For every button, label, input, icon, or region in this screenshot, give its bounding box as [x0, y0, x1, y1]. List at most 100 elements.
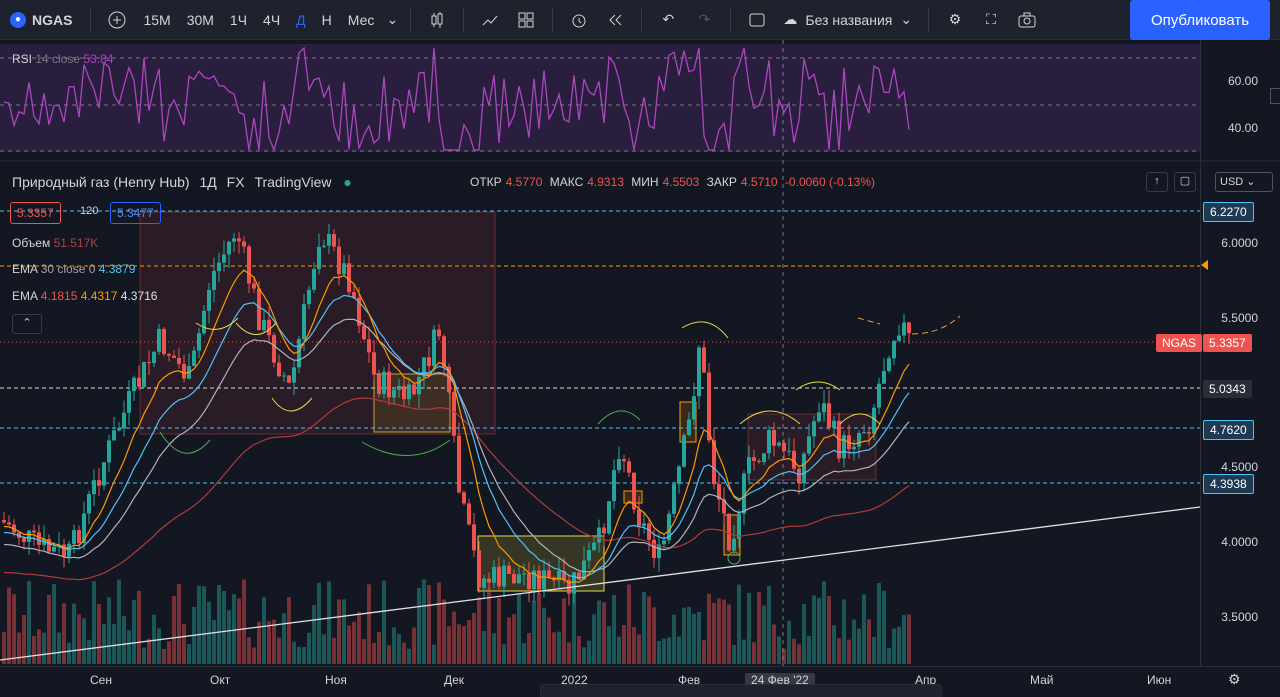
candle-body	[522, 573, 526, 575]
volume-bar	[872, 636, 876, 664]
gear-icon[interactable]: ⚙	[1228, 671, 1241, 687]
candle-body	[527, 573, 531, 590]
volume-bar	[217, 584, 221, 664]
candle-body	[787, 450, 791, 452]
fullscreen-icon[interactable]: ⛶	[986, 11, 996, 27]
layout-icon[interactable]	[739, 0, 775, 40]
volume-bar	[7, 587, 11, 664]
candle-body	[192, 350, 196, 366]
candle-body	[342, 263, 346, 275]
templates-icon[interactable]	[508, 0, 544, 40]
arc-annotation	[839, 413, 881, 425]
volume-bar	[422, 579, 426, 664]
volume-bar	[382, 580, 386, 664]
candle-body	[752, 457, 756, 461]
volume-bar	[317, 582, 321, 664]
volume-bar	[737, 584, 741, 664]
volume-bar	[837, 638, 841, 664]
time-axis[interactable]: Сен Окт Ноя Дек 2022 Фев 24 Фев '22 Апр …	[0, 666, 1280, 696]
ema30-legend[interactable]: EMA 30 close 0 4.3879	[12, 262, 135, 276]
volume-bar	[442, 599, 446, 664]
undo-icon[interactable]: ↶	[662, 11, 675, 27]
collapse-legend-button[interactable]: ⌃	[12, 314, 42, 334]
compare-add-icon[interactable]	[99, 0, 135, 40]
scroll-handle[interactable]	[1270, 88, 1280, 104]
candle-body	[617, 459, 621, 471]
layout-name-button[interactable]: ☁ Без названия ⌄	[775, 0, 920, 40]
candle-body	[457, 435, 461, 493]
volume-bar	[117, 579, 121, 664]
gear-icon[interactable]: ⚙	[948, 11, 962, 27]
volume-bar	[272, 619, 276, 664]
candle-body	[562, 570, 566, 580]
volume-bar	[147, 638, 151, 664]
volume-bar	[352, 621, 356, 664]
redo-icon[interactable]: ↷	[698, 11, 711, 27]
volume-bar	[877, 582, 881, 664]
interval-30m[interactable]: 30М	[186, 11, 214, 28]
candles-icon[interactable]	[419, 0, 455, 40]
volume-bar	[412, 627, 416, 664]
rsi-legend[interactable]: RSI 14 close 53.84	[12, 52, 113, 66]
gas-flame-icon: ●	[10, 11, 26, 28]
candle-body	[407, 384, 411, 400]
high-value: 4.9313	[587, 175, 624, 189]
candle-body	[887, 358, 891, 372]
interval-day[interactable]: Д	[296, 11, 306, 28]
candle-body	[277, 362, 281, 377]
circle-annotation	[727, 551, 741, 565]
volume-bar	[637, 634, 641, 664]
volume-bar	[627, 584, 631, 664]
cloud-icon: ☁	[783, 11, 798, 27]
price-axis[interactable]: 60.00 40.00 USD ⌄ 6.2270 6.0000 5.5000 5…	[1200, 40, 1280, 666]
close-value: 4.5710	[740, 175, 778, 189]
candle-body	[162, 328, 166, 355]
interval-15m[interactable]: 15М	[143, 11, 171, 28]
candle-body	[317, 246, 321, 269]
replay-icon[interactable]	[597, 0, 633, 40]
volume-legend[interactable]: Объем 51.517K	[12, 236, 98, 250]
currency-select[interactable]: USD ⌄	[1215, 172, 1273, 192]
bottom-drawing-toolbar[interactable]	[540, 684, 942, 697]
candle-body	[297, 339, 301, 368]
interval-1h[interactable]: 1Ч	[229, 11, 248, 28]
volume-bar	[697, 611, 701, 664]
interval-month[interactable]: Мес	[347, 11, 375, 28]
ema-value-3: 4.3716	[120, 289, 158, 303]
camera-icon[interactable]	[1009, 0, 1045, 40]
volume-bar	[237, 598, 241, 664]
arrow-up-icon[interactable]: ↑	[1146, 172, 1168, 192]
sell-button[interactable]: 5.3357	[10, 202, 61, 224]
publish-button[interactable]: Опубликовать	[1130, 0, 1270, 40]
alert-icon[interactable]	[561, 0, 597, 40]
indicators-icon[interactable]	[472, 0, 508, 40]
chevron-down-icon[interactable]: ⌄	[386, 11, 399, 27]
volume-bar	[402, 642, 406, 664]
maximize-pane-icon[interactable]: ▢	[1174, 172, 1196, 192]
candle-body	[232, 238, 236, 242]
volume-bar	[532, 600, 536, 664]
volume-bar	[302, 646, 306, 664]
buy-button[interactable]: 5.3477	[110, 202, 161, 224]
volume-bar	[12, 594, 16, 664]
volume-bar	[827, 596, 831, 664]
price-tick: 4.0000	[1221, 535, 1258, 549]
volume-bar	[247, 637, 251, 664]
candle-body	[132, 377, 136, 392]
symbol-search[interactable]: ● NGAS	[0, 0, 82, 40]
candle-body	[432, 329, 436, 367]
candle-body	[727, 513, 731, 551]
price-chart[interactable]	[0, 40, 1280, 666]
volume-bar	[742, 639, 746, 664]
volume-bar	[67, 642, 71, 664]
volume-bar	[227, 610, 231, 664]
ema-legend[interactable]: EMA 4.1815 4.4317 4.3716	[12, 289, 157, 303]
low-value: 4.5503	[662, 175, 700, 189]
main-legend[interactable]: Природный газ (Henry Hub) 1Д FX TradingV…	[12, 174, 352, 190]
interval-week[interactable]: Н	[321, 11, 332, 28]
interval-4h[interactable]: 4Ч	[263, 11, 281, 28]
alert-marker-icon[interactable]	[1201, 260, 1208, 270]
candle-body	[872, 407, 876, 434]
source-label: TradingView	[254, 174, 332, 190]
volume-bar	[722, 599, 726, 664]
